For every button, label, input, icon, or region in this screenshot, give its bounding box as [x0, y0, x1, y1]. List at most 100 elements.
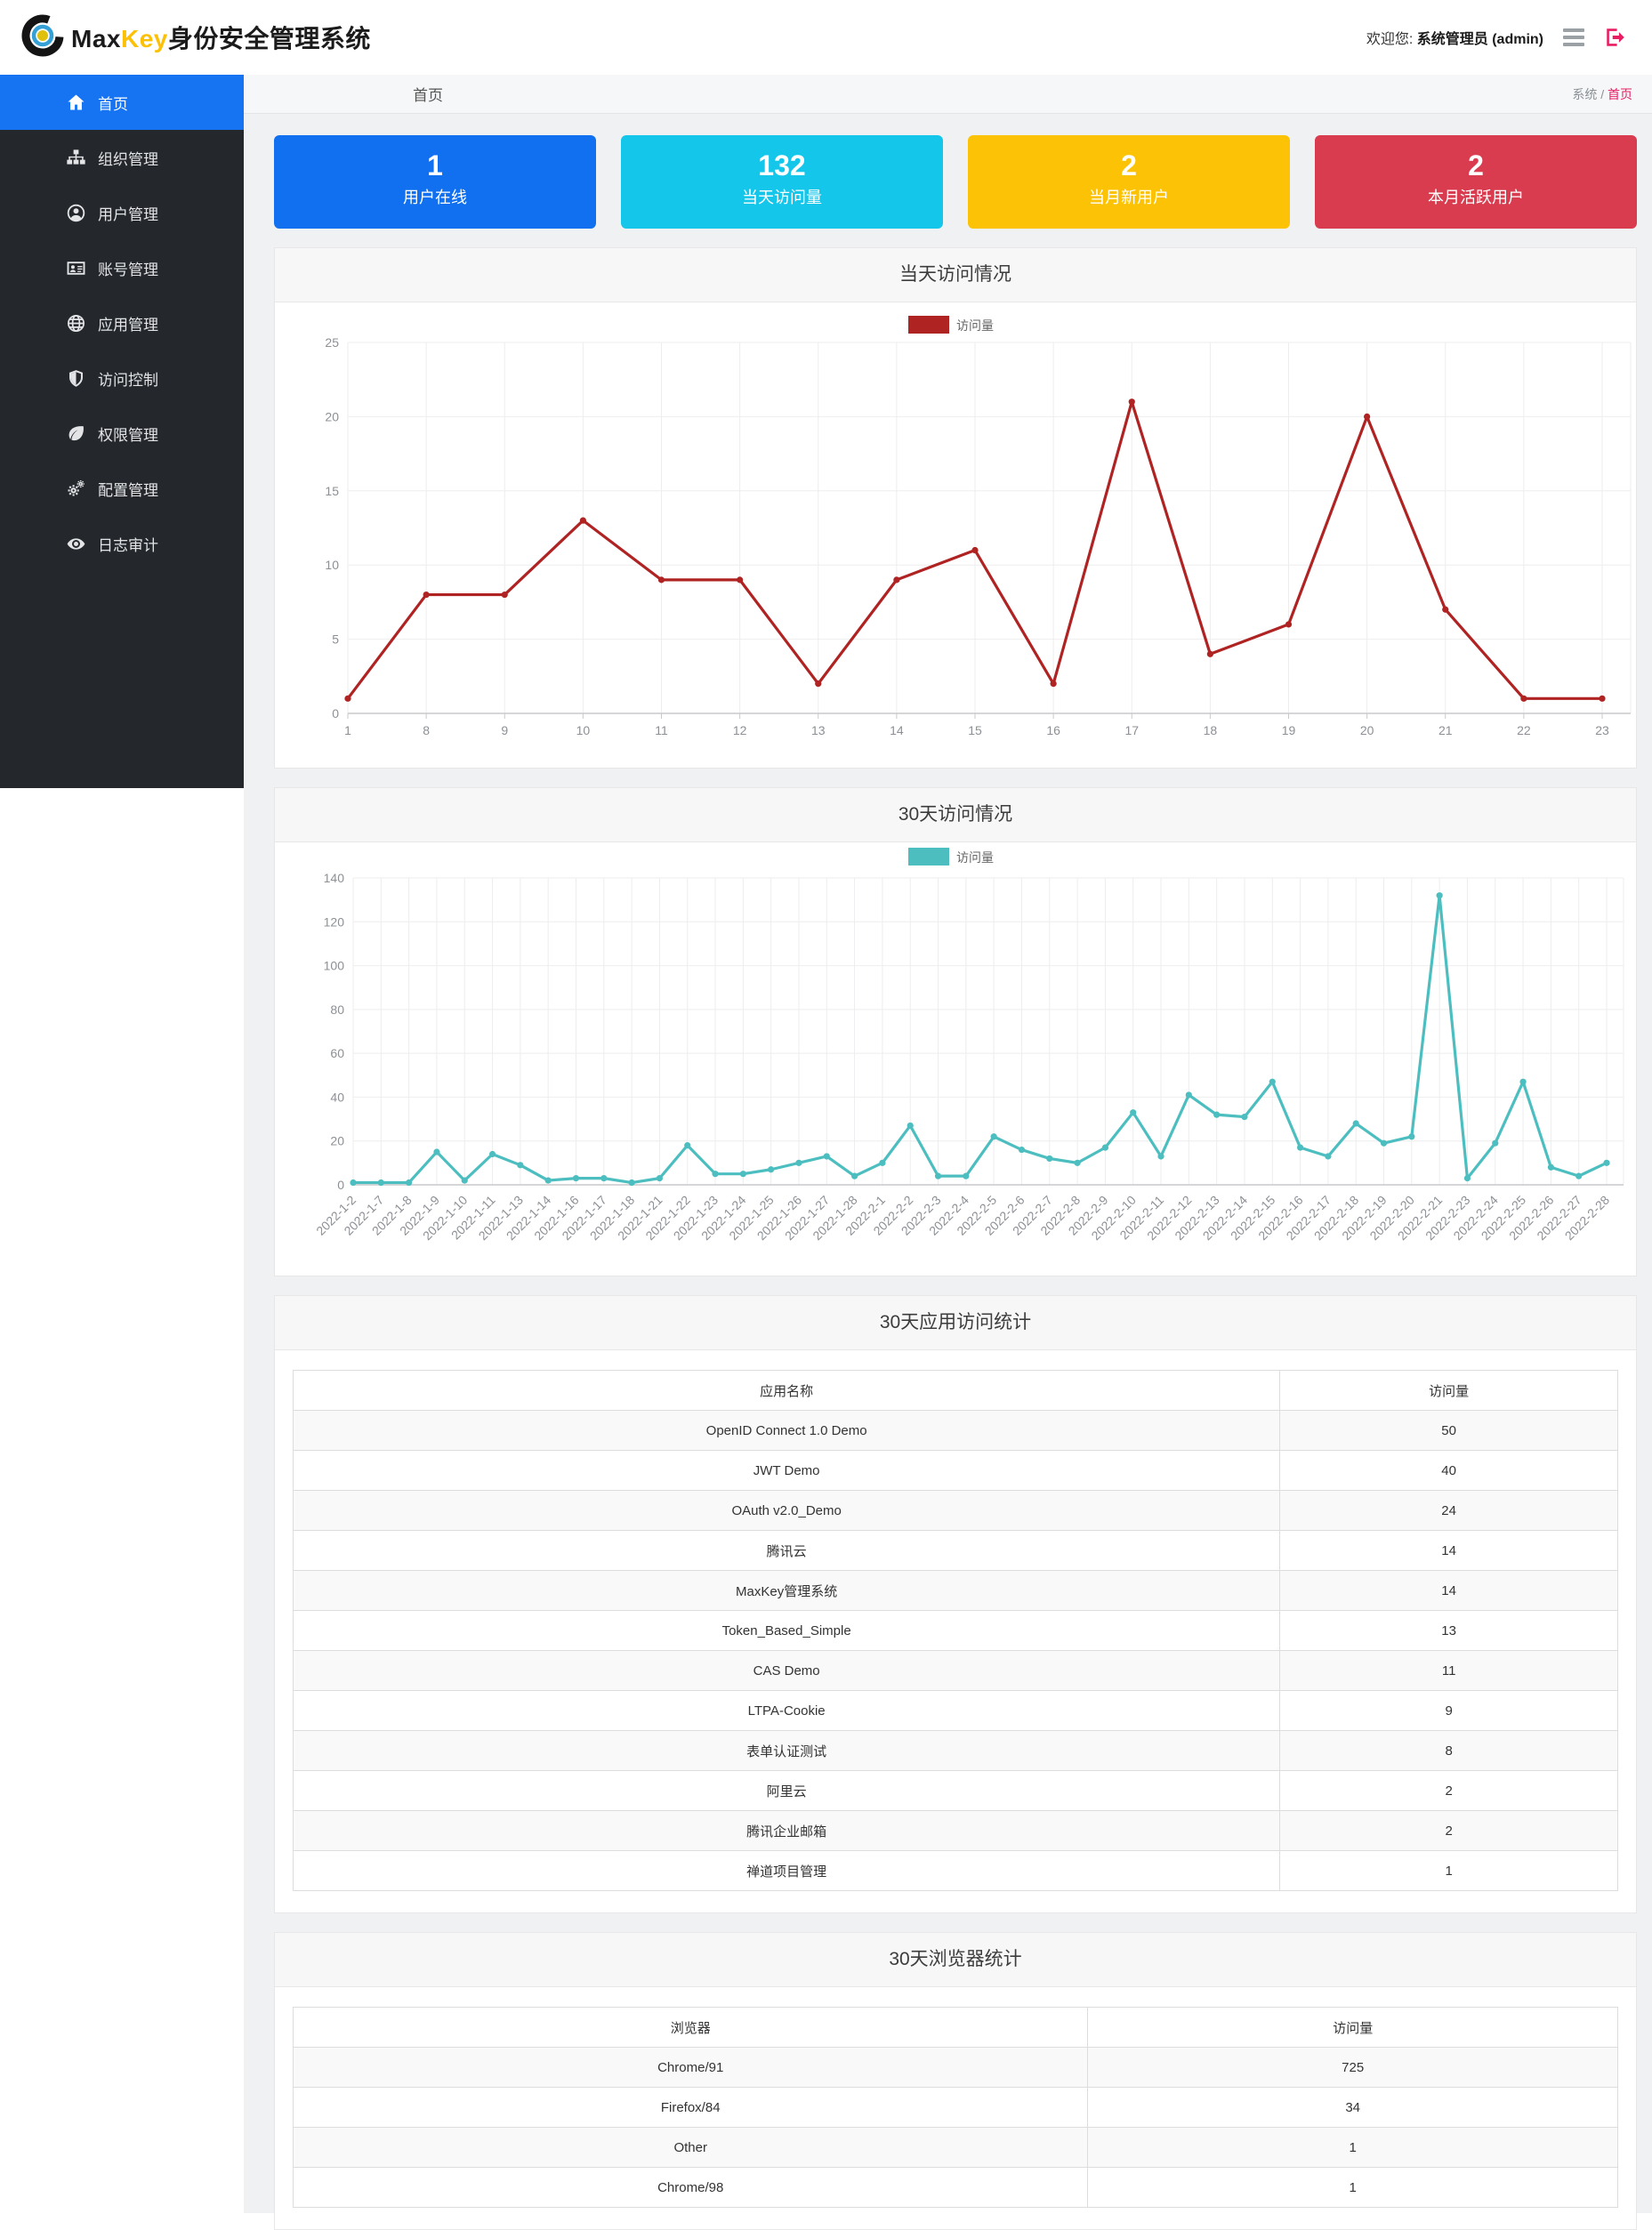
svg-text:0: 0 [337, 1178, 344, 1192]
monthly-visits-panel: 30天访问情况 0 20 40 60 80 100 120 140 2022-1-2 2022-1… [274, 787, 1637, 1276]
table-cell: 11 [1279, 1650, 1618, 1691]
table-row: OpenID Connect 1.0 Demo 50 [292, 1410, 1618, 1451]
column-header: 访问量 [1279, 1370, 1618, 1411]
stat-cards-row: 1 用户在线 132 当天访问量 2 当月新用户 2 本月活跃用户 [274, 135, 1637, 229]
table-cell: 禅道项目管理 [292, 1850, 1281, 1891]
column-header: 访问量 [1087, 2007, 1618, 2048]
sign-out-icon[interactable] [1604, 26, 1627, 49]
browser-stats-title: 30天浏览器统计 [275, 1933, 1636, 1987]
breadcrumb: 首页 系统 / 首页 [244, 75, 1652, 114]
svg-text:15: 15 [325, 484, 339, 498]
column-header: 浏览器 [292, 2007, 1089, 2048]
svg-text:15: 15 [968, 723, 982, 737]
monthly-visits-chart[interactable]: 0204060801001201402022-1-22022-1-72022-1… [275, 842, 1636, 1276]
table-row: CAS Demo 11 [292, 1650, 1618, 1691]
cogs-icon [66, 479, 86, 499]
globe-icon [66, 313, 86, 334]
monthly-visits-title: 30天访问情况 [275, 788, 1636, 842]
sidebar-item-label: 用户管理 [98, 205, 158, 223]
home-icon [66, 93, 86, 113]
shield-icon [66, 368, 86, 389]
table-cell: 50 [1279, 1410, 1618, 1451]
sidebar-nav: 首页组织管理用户管理账号管理应用管理访问控制权限管理 配置管理 日志审计 [0, 75, 244, 788]
sidebar-item-8[interactable]: 日志审计 [0, 516, 244, 571]
table-cell: 8 [1279, 1730, 1618, 1771]
svg-text:14: 14 [890, 723, 904, 737]
sidebar-item-7[interactable]: 配置管理 [0, 461, 244, 516]
svg-text:80: 80 [330, 1002, 344, 1017]
table-cell: LTPA-Cookie [292, 1690, 1281, 1731]
table-cell: 14 [1279, 1530, 1618, 1571]
chart-legend[interactable]: 访问量 [908, 848, 994, 865]
svg-text:5: 5 [332, 632, 339, 647]
table-row: Firefox/84 34 [292, 2087, 1618, 2128]
eye-icon [66, 534, 86, 554]
svg-text:20: 20 [325, 409, 339, 423]
table-row: 表单认证测试 8 [292, 1730, 1618, 1771]
sidebar-item-home[interactable]: 首页 [0, 75, 244, 130]
svg-text:18: 18 [1204, 723, 1218, 737]
page-title: 首页 [413, 87, 443, 104]
breadcrumb-link-system[interactable]: 系统 [1572, 86, 1598, 101]
id-card-icon [66, 258, 86, 278]
sidebar-item-3[interactable]: 账号管理 [0, 240, 244, 295]
table-row: Chrome/98 1 [292, 2167, 1618, 2208]
table-row: Other 1 [292, 2127, 1618, 2168]
sidebar-item-label: 组织管理 [98, 150, 158, 168]
stat-card-1: 132 当天访问量 [621, 135, 943, 229]
sidebar-item-label: 访问控制 [98, 371, 158, 389]
table-header-row: 应用名称 访问量 [292, 1370, 1618, 1411]
table-row: 腾讯云 14 [292, 1530, 1618, 1571]
svg-text:10: 10 [576, 723, 591, 737]
table-cell: 1 [1087, 2167, 1618, 2208]
table-row: Token_Based_Simple 13 [292, 1610, 1618, 1651]
breadcrumb-link-home[interactable]: 首页 [1608, 86, 1632, 101]
svg-text:0: 0 [332, 706, 339, 721]
table-cell: 1 [1087, 2127, 1618, 2168]
stat-card-value: 132 [758, 149, 806, 181]
svg-text:19: 19 [1282, 723, 1296, 737]
table-cell: 14 [1279, 1570, 1618, 1611]
hamburger-icon[interactable] [1563, 28, 1584, 46]
svg-text:40: 40 [330, 1090, 344, 1104]
table-cell: 725 [1087, 2047, 1618, 2088]
svg-text:140: 140 [324, 871, 345, 885]
svg-text:20: 20 [1360, 723, 1374, 737]
table-cell: OpenID Connect 1.0 Demo [292, 1410, 1281, 1451]
svg-text:25: 25 [325, 335, 339, 350]
sidebar-item-1[interactable]: 组织管理 [0, 130, 244, 185]
breadcrumb-separator: / [1597, 86, 1608, 101]
sidebar-item-5[interactable]: 访问控制 [0, 350, 244, 406]
user-icon [66, 203, 86, 223]
svg-text:10: 10 [325, 558, 339, 572]
table-cell: 2 [1279, 1770, 1618, 1811]
sidebar-item-2[interactable]: 用户管理 [0, 185, 244, 240]
app-visits-title: 30天应用访问统计 [275, 1296, 1636, 1350]
sidebar-item-label: 账号管理 [98, 261, 158, 278]
svg-text:20: 20 [330, 1134, 344, 1148]
sidebar-item-6[interactable]: 权限管理 [0, 406, 244, 461]
table-row: 腾讯企业邮箱 2 [292, 1810, 1618, 1851]
svg-text:访问量: 访问量 [956, 850, 994, 865]
table-cell: MaxKey管理系统 [292, 1570, 1281, 1611]
stat-card-label: 本月活跃用户 [1428, 189, 1524, 206]
brand: MaxKey身份安全管理系统 [0, 12, 371, 63]
sidebar-item-4[interactable]: 应用管理 [0, 295, 244, 350]
svg-text:8: 8 [423, 723, 430, 737]
browser-stats-panel: 30天浏览器统计 浏览器 访问量 Chrome/91 725 Firefox/84 34 O… [274, 1932, 1637, 2230]
svg-text:17: 17 [1124, 723, 1139, 737]
table-cell: CAS Demo [292, 1650, 1281, 1691]
table-row: OAuth v2.0_Demo 24 [292, 1490, 1618, 1531]
table-row: Chrome/91 725 [292, 2047, 1618, 2088]
table-cell: 1 [1279, 1850, 1618, 1891]
table-cell: 40 [1279, 1450, 1618, 1491]
svg-text:120: 120 [324, 914, 345, 929]
stat-card-0: 1 用户在线 [274, 135, 596, 229]
stat-card-3: 2 本月活跃用户 [1315, 135, 1637, 229]
svg-text:1: 1 [344, 723, 351, 737]
table-row: 阿里云 2 [292, 1770, 1618, 1811]
table-cell: 34 [1087, 2087, 1618, 2128]
svg-text:13: 13 [811, 723, 826, 737]
chart-legend[interactable]: 访问量 [908, 316, 994, 334]
